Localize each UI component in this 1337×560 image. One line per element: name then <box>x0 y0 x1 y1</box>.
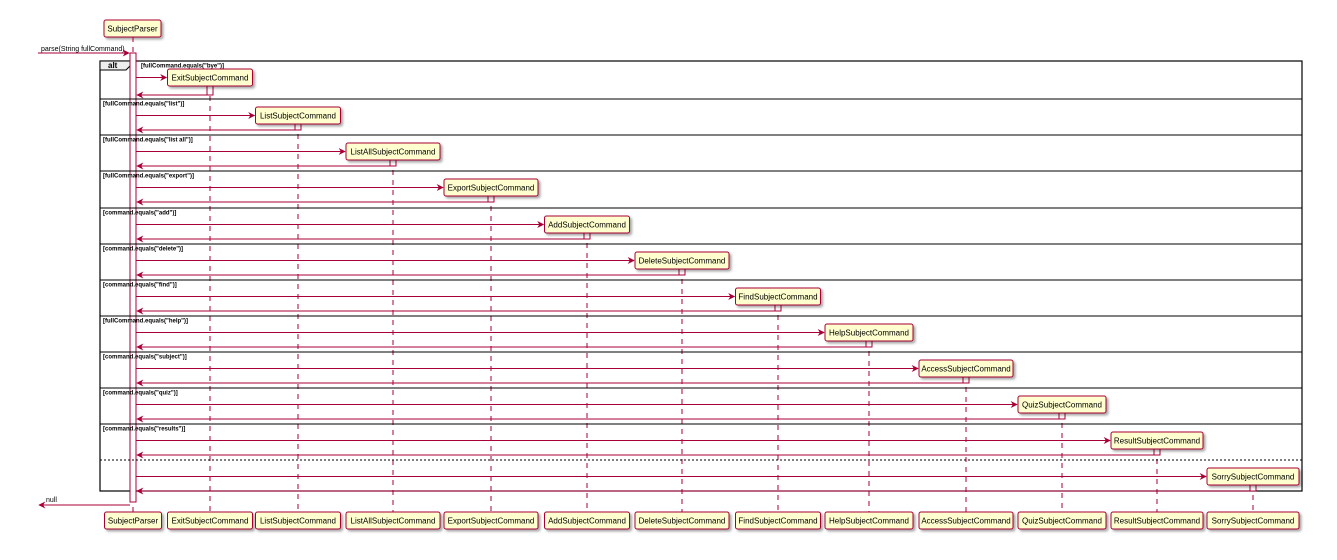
alt-frame: alt <box>99 60 1303 492</box>
participant-bottom-delete-subject-command: DeleteSubjectCommand <box>634 511 730 530</box>
activation-bar <box>678 268 686 276</box>
participant-subjectparser-top: SubjectParser <box>103 19 162 38</box>
participant-label: ListSubjectCommand <box>260 112 336 121</box>
participant-box: FindSubjectCommand <box>735 287 821 306</box>
participant-bottom-exit-subject-command: ExitSubjectCommand <box>167 511 253 530</box>
participant-label: ListAllSubjectCommand <box>351 517 436 526</box>
section-guard: [command.equals("subject")] <box>103 355 187 361</box>
participant-label: ListAllSubjectCommand <box>351 148 436 157</box>
participant-box: AccessSubjectCommand <box>918 359 1014 378</box>
section-guard: [command.equals("results")] <box>103 427 185 433</box>
section-guard: [fullCommand.equals("help")] <box>103 319 188 325</box>
participant-label: SubjectParser <box>108 517 159 526</box>
section-guard: [command.equals("quiz")] <box>103 391 178 397</box>
participant-label: HelpSubjectCommand <box>829 329 909 338</box>
participant-bottom-export-subject-command: ExportSubjectCommand <box>443 511 539 530</box>
incoming-message: parse(String fullCommand) <box>38 46 130 57</box>
participant-bottom-find-subject-command: FindSubjectCommand <box>735 511 821 530</box>
participant-bottom-add-subject-command: AddSubjectCommand <box>544 511 630 530</box>
participant-label: SubjectParser <box>107 25 158 34</box>
participant-box: ExitSubjectCommand <box>167 68 253 87</box>
participant-label: QuizSubjectCommand <box>1022 401 1102 410</box>
participant-bottom-list-all-subject-command: ListAllSubjectCommand <box>345 511 441 530</box>
alt-section: [fullCommand.equals("help")] HelpSubjectC… <box>100 315 1302 351</box>
participant-label: AccessSubjectCommand <box>921 517 1010 526</box>
alt-section: SorrySubjectCommand <box>100 459 1302 495</box>
participant-box: AddSubjectCommand <box>544 215 630 234</box>
participant-label: ExitSubjectCommand <box>172 74 249 83</box>
activation-bar <box>294 123 302 131</box>
alt-section: [command.equals("quiz")] QuizSubjectComma… <box>100 387 1302 423</box>
participant-box: SorrySubjectCommand <box>1206 467 1300 486</box>
alt-section: [fullCommand.equals("bye")] ExitSubjectCo… <box>136 64 253 99</box>
participant-bottom-quiz-subject-command: QuizSubjectCommand <box>1017 511 1107 530</box>
alt-section: [fullCommand.equals("list")] ListSubjectC… <box>100 98 1302 134</box>
participant-label: ExportSubjectCommand <box>448 184 535 193</box>
activation-bar <box>583 232 591 240</box>
participant-label: ResultSubjectCommand <box>1114 437 1200 446</box>
participant-label: AddSubjectCommand <box>548 517 626 526</box>
participant-box: ListAllSubjectCommand <box>345 142 441 161</box>
lifelines <box>132 37 1254 512</box>
activation-bar <box>774 304 782 312</box>
alt-sections: [fullCommand.equals("bye")] ExitSubjectCo… <box>100 64 1302 495</box>
activation-bar <box>865 340 873 348</box>
section-guard: [fullCommand.equals("list all")] <box>103 138 193 144</box>
participant-bottom-subject-parser: SubjectParser <box>104 511 162 530</box>
section-guard: [command.equals("delete")] <box>103 247 183 253</box>
section-guard: [fullCommand.equals("export")] <box>103 174 194 180</box>
participant-label: FindSubjectCommand <box>738 293 817 302</box>
alt-section: [fullCommand.equals("list all")] ListAllS… <box>100 134 1302 170</box>
alt-section: [command.equals("find")] FindSubjectComma… <box>100 279 1302 315</box>
alt-section: [command.equals("delete")] DeleteSubjectC… <box>100 243 1302 279</box>
incoming-message-label: parse(String fullCommand) <box>41 46 125 53</box>
activation-bar <box>206 85 214 96</box>
participant-label: QuizSubjectCommand <box>1022 517 1102 526</box>
activation-bar <box>962 376 970 384</box>
activation-bar <box>487 195 495 203</box>
activation-bar <box>1058 412 1066 420</box>
activation-bar <box>389 159 397 167</box>
participant-label: DeleteSubjectCommand <box>639 517 726 526</box>
participant-bottom-sorry-subject-command: SorrySubjectCommand <box>1206 511 1300 530</box>
subjectparser-activation <box>129 52 137 503</box>
participant-box: QuizSubjectCommand <box>1017 395 1107 414</box>
participant-box: ExportSubjectCommand <box>443 178 539 197</box>
section-guard: [command.equals("find")] <box>103 283 177 289</box>
participant-bottom-access-subject-command: AccessSubjectCommand <box>918 511 1014 530</box>
participant-bottom-help-subject-command: HelpSubjectCommand <box>824 511 914 530</box>
participant-label: ListSubjectCommand <box>260 517 336 526</box>
participant-label: ExportSubjectCommand <box>448 517 535 526</box>
activation-bar <box>1153 448 1161 456</box>
return-message-label: null <box>46 497 57 504</box>
participant-label: FindSubjectCommand <box>738 517 817 526</box>
participant-label: SorrySubjectCommand <box>1212 473 1295 482</box>
bottom-participants: SubjectParser ExitSubjectCommand ListSubje… <box>104 511 1300 530</box>
participant-box: DeleteSubjectCommand <box>634 251 730 270</box>
participant-bottom-result-subject-command: ResultSubjectCommand <box>1110 511 1204 530</box>
alt-section: [fullCommand.equals("export")] ExportSubj… <box>100 170 1302 206</box>
participant-bottom-list-subject-command: ListSubjectCommand <box>255 511 341 530</box>
activation-bar <box>1249 484 1257 492</box>
participant-box: ResultSubjectCommand <box>1110 431 1204 450</box>
return-message: null <box>38 497 130 509</box>
section-guard: [fullCommand.equals("list")] <box>103 102 184 108</box>
alt-section: [command.equals("results")] ResultSubject… <box>100 423 1302 459</box>
participant-label: ResultSubjectCommand <box>1114 517 1200 526</box>
alt-label: alt <box>108 61 118 70</box>
participant-label: AddSubjectCommand <box>548 221 626 230</box>
alt-section: [command.equals("subject")] AccessSubject… <box>100 351 1302 387</box>
participant-label: ExitSubjectCommand <box>172 517 249 526</box>
participant-label: HelpSubjectCommand <box>829 517 909 526</box>
participant-box: HelpSubjectCommand <box>824 323 914 342</box>
participant-label: DeleteSubjectCommand <box>639 257 726 266</box>
participant-label: SorrySubjectCommand <box>1212 517 1295 526</box>
section-guard: [command.equals("add")] <box>103 211 176 217</box>
participant-box: ListSubjectCommand <box>255 106 341 125</box>
section-guard: [fullCommand.equals("bye")] <box>141 64 224 70</box>
alt-section: [command.equals("add")] AddSubjectCommand <box>100 207 1302 243</box>
participant-label: AccessSubjectCommand <box>921 365 1010 374</box>
